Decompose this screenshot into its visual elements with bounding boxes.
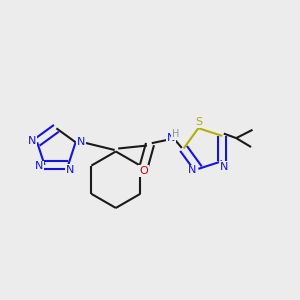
Text: O: O	[139, 166, 148, 176]
Text: N: N	[77, 137, 85, 147]
Text: N: N	[167, 134, 175, 143]
Text: H: H	[172, 129, 179, 139]
Text: S: S	[195, 117, 203, 127]
Text: N: N	[28, 136, 36, 146]
Text: N: N	[35, 161, 43, 171]
Text: N: N	[188, 165, 196, 176]
Text: N: N	[220, 162, 228, 172]
Text: N: N	[66, 165, 74, 175]
